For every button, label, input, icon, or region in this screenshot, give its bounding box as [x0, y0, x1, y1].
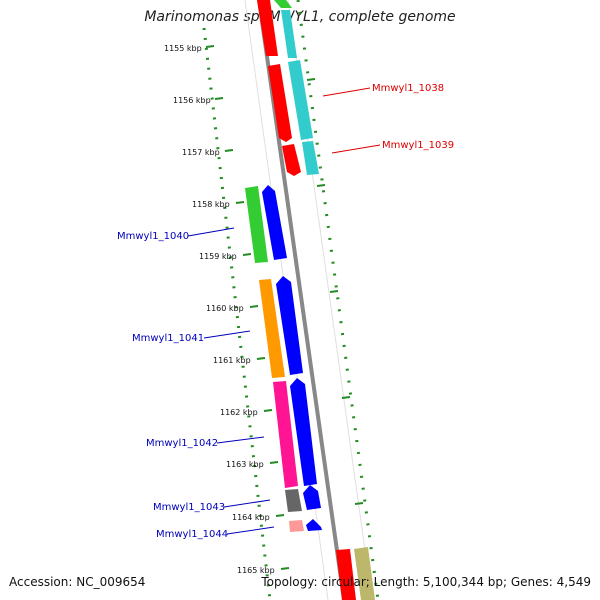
- tick-label: 1157 kbp: [182, 148, 220, 157]
- tick-label: 1161 kbp: [213, 356, 251, 365]
- label-line-1042: [216, 436, 265, 444]
- cds-feature-1043[interactable]: [303, 485, 321, 510]
- label-line-1041: [203, 330, 251, 339]
- gene-label-1042[interactable]: Mmwyl1_1042: [146, 438, 218, 449]
- label-line-1040: [187, 227, 235, 237]
- tick-label: 1162 kbp: [220, 408, 258, 417]
- gene-label-1039[interactable]: Mmwyl1_1039: [382, 140, 454, 151]
- tick-label: 1165 kbp: [237, 566, 275, 575]
- cds-feature[interactable]: [336, 549, 356, 600]
- gene-feature-1041[interactable]: [259, 279, 285, 378]
- gene-feature-1043[interactable]: [285, 489, 302, 512]
- gene-feature-1040[interactable]: [245, 186, 268, 263]
- tick-label: 1156 kbp: [173, 96, 211, 105]
- gene-label-1038[interactable]: Mmwyl1_1038: [372, 83, 444, 94]
- tick-label: 1158 kbp: [192, 200, 230, 209]
- gene-feature[interactable]: [354, 547, 375, 600]
- map-title: Marinomonas sp. MWYL1, complete genome: [144, 9, 456, 25]
- cds-feature-1044[interactable]: [306, 519, 322, 531]
- label-line-1038: [322, 87, 371, 97]
- tick-label: 1160 kbp: [206, 304, 244, 313]
- backbone: [257, 0, 346, 600]
- gene-feature-1039[interactable]: [302, 141, 319, 175]
- label-line-1044: [226, 526, 275, 535]
- label-line-1039: [331, 144, 381, 154]
- gene-feature-1044[interactable]: [289, 520, 304, 532]
- gene-features[interactable]: [245, 0, 375, 600]
- genome-stats-text: Topology: circular; Length: 5,100,344 bp…: [261, 575, 591, 589]
- gene-label-1040[interactable]: Mmwyl1_1040: [117, 231, 189, 242]
- cds-feature-1039[interactable]: [282, 144, 301, 176]
- gene-feature-1042[interactable]: [273, 381, 298, 488]
- label-line-1043: [223, 499, 271, 508]
- right-ruler: [296, 0, 380, 600]
- tick-marks: [205, 45, 364, 570]
- tick-label: 1163 kbp: [226, 460, 264, 469]
- tick-labels: 1155 kbp 1156 kbp 1157 kbp 1158 kbp 1159…: [164, 44, 275, 575]
- gene-label-1043[interactable]: Mmwyl1_1043: [153, 502, 225, 513]
- tick-label: 1159 kbp: [199, 252, 237, 261]
- gene-feature-1038[interactable]: [288, 60, 313, 140]
- gene-feature[interactable]: [281, 10, 297, 58]
- cds-feature-1040[interactable]: [262, 185, 287, 260]
- gene-label-1044[interactable]: Mmwyl1_1044: [156, 529, 228, 540]
- gene-label-1041[interactable]: Mmwyl1_1041: [132, 333, 204, 344]
- gene-feature[interactable]: [274, 0, 292, 8]
- cds-feature-1038[interactable]: [268, 64, 292, 142]
- tick-label: 1164 kbp: [232, 513, 270, 522]
- cds-feature-1041[interactable]: [276, 276, 303, 375]
- tick-label: 1155 kbp: [164, 44, 202, 53]
- cds-feature-1042[interactable]: [290, 378, 317, 486]
- accession-text: Accession: NC_009654: [9, 575, 146, 589]
- cds-feature[interactable]: [257, 0, 278, 56]
